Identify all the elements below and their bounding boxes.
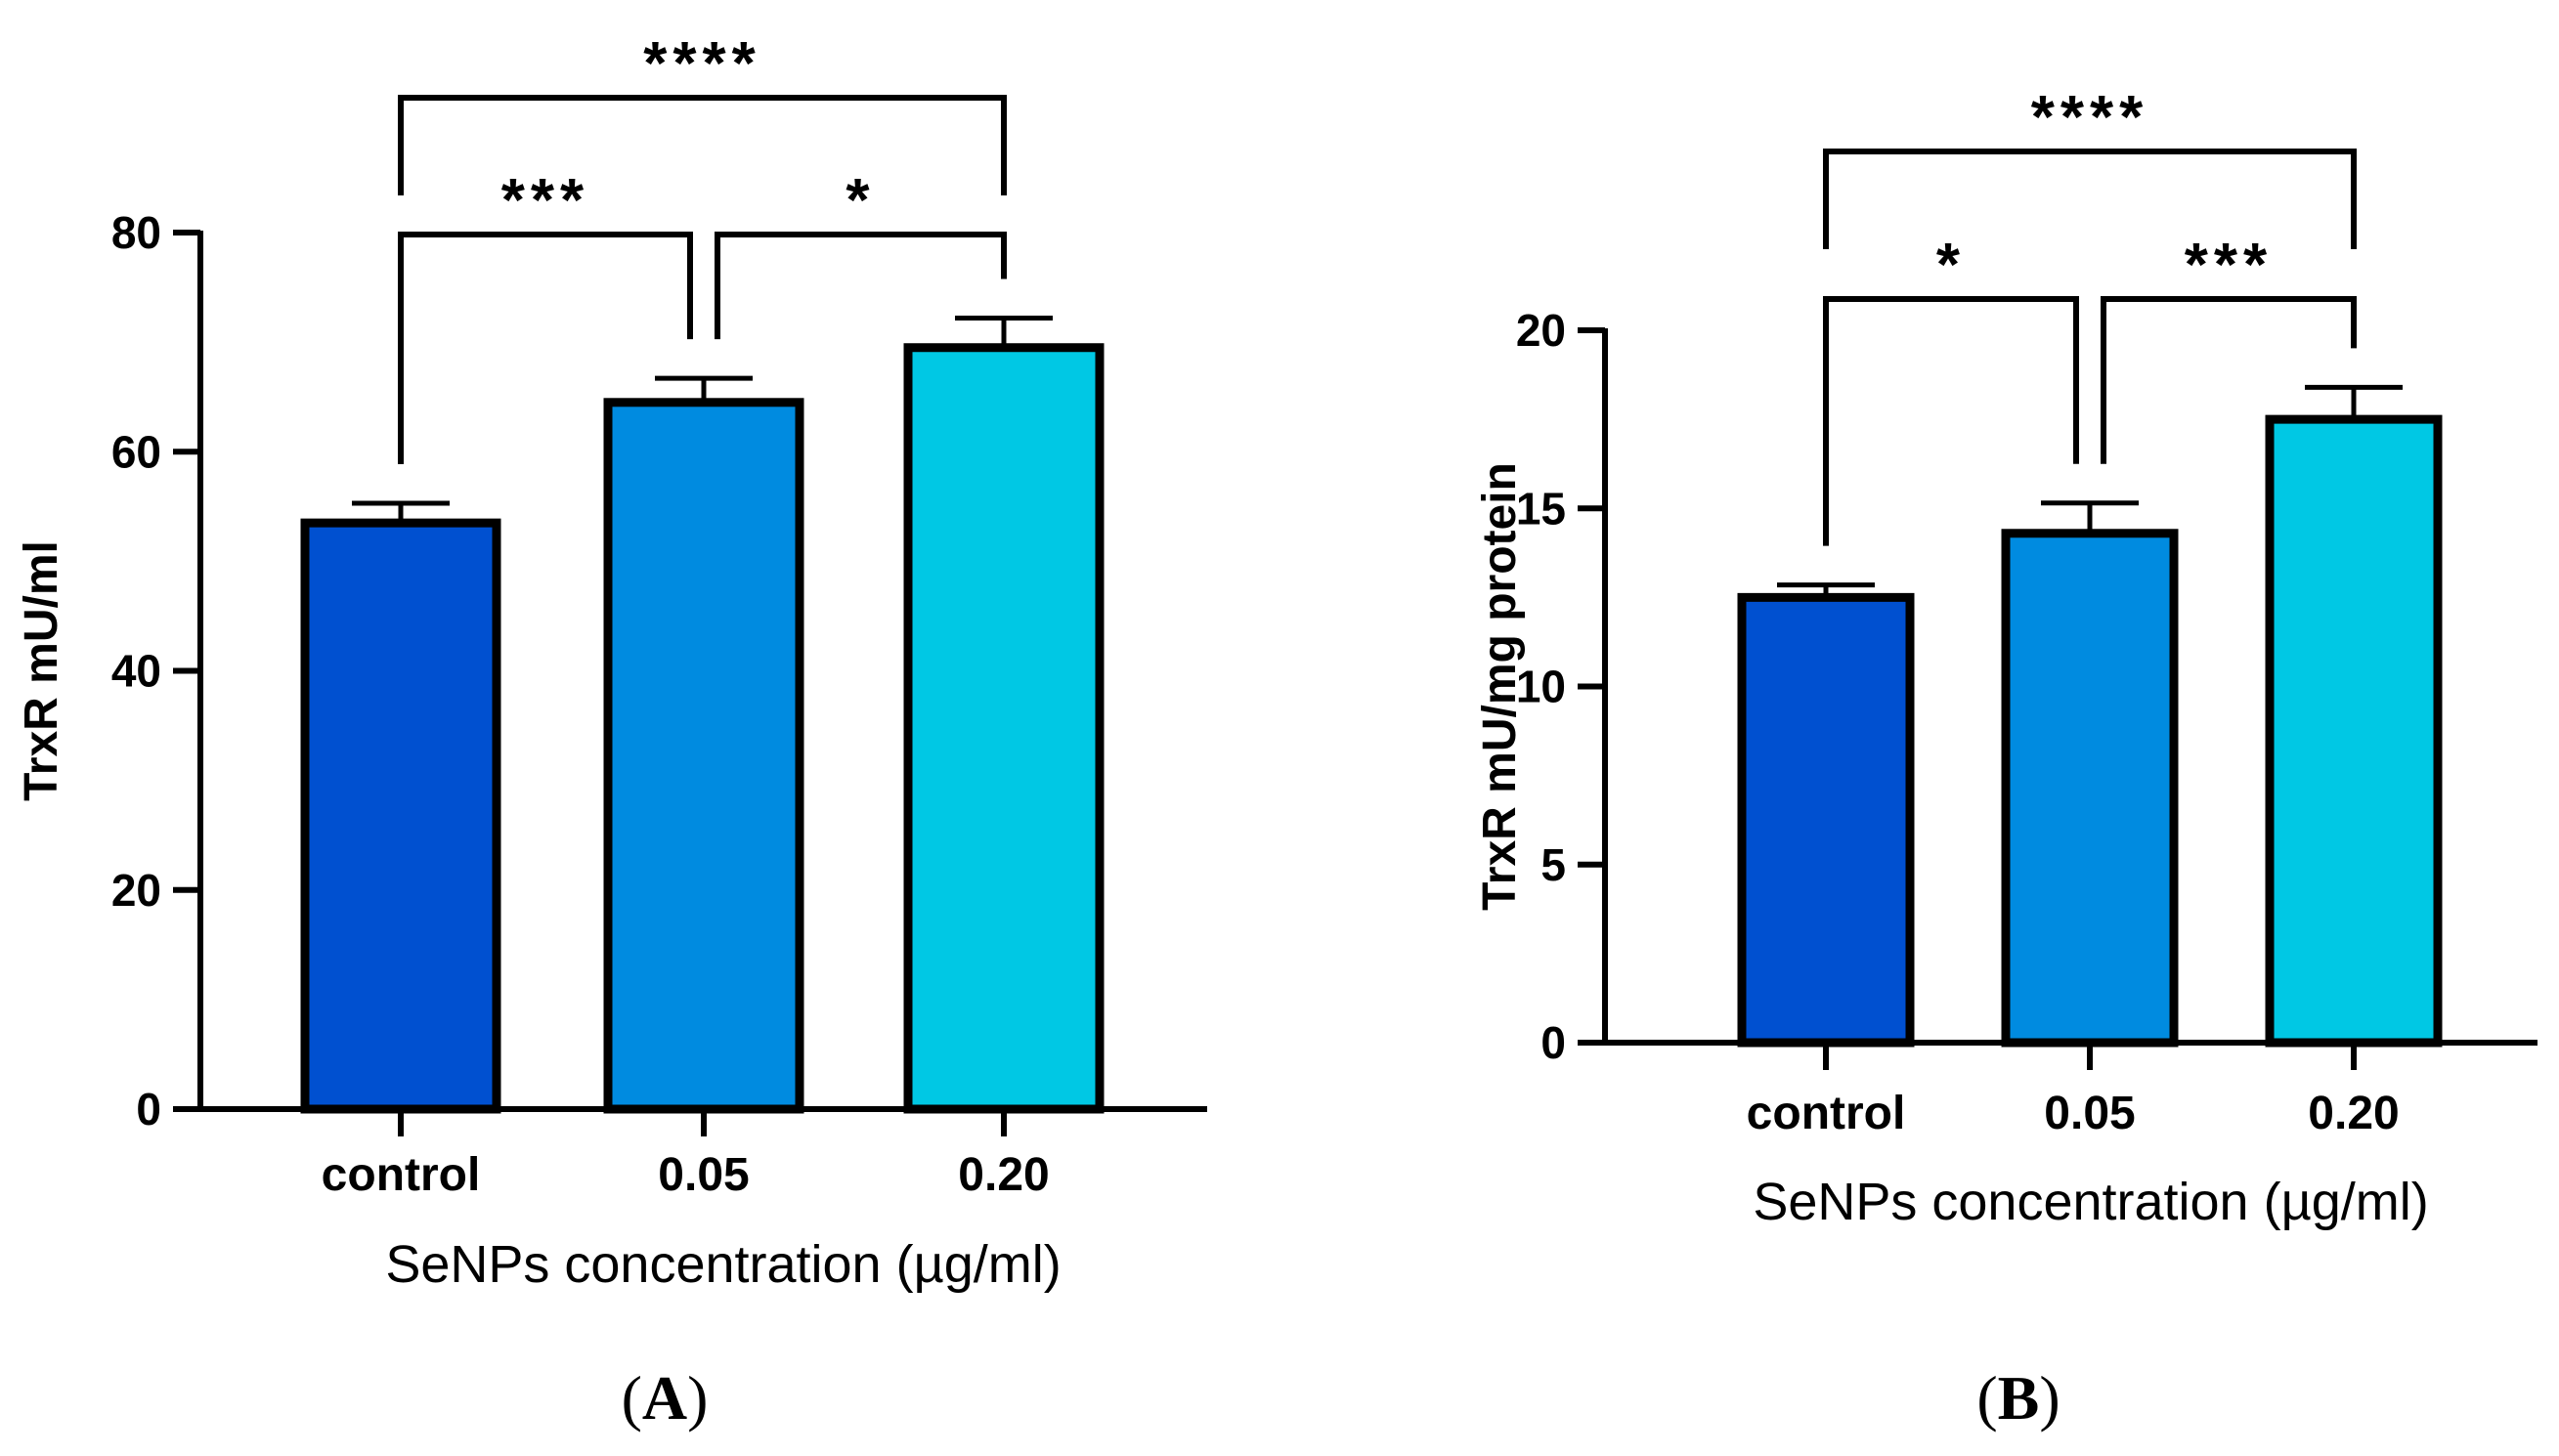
- panel-a-bar-2: [903, 343, 1105, 1114]
- panel-b-y-tick-label: 15: [1516, 483, 1566, 534]
- panel-a-chart: 0 20 40 60 80 control 0.05 0.20 SeNPs concentrat…: [16, 30, 1207, 1433]
- panel-a-significance-bracket: [398, 95, 1007, 195]
- panel-b-significance-bracket: [1823, 149, 2357, 249]
- panel-b-chart: 0 5 10 15 20 control 0.05 0.20 SeNPs concentrati…: [1474, 84, 2537, 1433]
- panel-a-significance-label: *: [846, 167, 875, 235]
- panel-b-y-tick-label: 20: [1516, 305, 1566, 356]
- panel-a-bar-1: [603, 398, 804, 1114]
- panel-b-bar-2: [2265, 414, 2443, 1048]
- panel-b-significance-label: ****: [2031, 84, 2149, 151]
- panel-b-y-axis-label: TrxR mU/mg protein: [1474, 462, 1526, 911]
- panel-a-y-tick-label: 20: [111, 865, 161, 916]
- panel-a-panel-label: (A): [622, 1363, 709, 1433]
- panel-b-category-label: 0.05: [2044, 1088, 2135, 1139]
- panel-a-bar-0: [300, 518, 501, 1114]
- panel-b-y-tick-label: 10: [1516, 662, 1566, 712]
- panel-a-y-axis-label: TrxR mU/ml: [16, 540, 67, 801]
- panel-a-y-tick-label: 0: [136, 1084, 161, 1135]
- panel-b-category-label: 0.20: [2308, 1088, 2399, 1139]
- panel-a-significance-label: ****: [643, 30, 761, 98]
- panel-b-bar-0: [1737, 592, 1915, 1048]
- panel-a-y-tick-label: 80: [111, 207, 161, 258]
- panel-a-y-tick-label: 40: [111, 646, 161, 697]
- panel-a-category-label: control: [322, 1149, 481, 1201]
- panel-a-category-label: 0.20: [958, 1149, 1049, 1201]
- panel-a-significance-label: ***: [501, 167, 589, 235]
- panel-a-x-axis-label: SeNPs concentration (µg/ml): [385, 1235, 1061, 1294]
- panel-b-y-tick-label: 0: [1540, 1017, 1566, 1068]
- panel-a-significance-bracket: [398, 232, 693, 464]
- panel-b-panel-label: (B): [1976, 1363, 2060, 1433]
- panel-a-y-tick-label: 60: [111, 426, 161, 477]
- panel-b-category-label: control: [1747, 1088, 1906, 1139]
- panel-b-significance-bracket: [2101, 296, 2357, 464]
- panel-b-y-tick-label: 5: [1540, 839, 1566, 890]
- panel-b-significance-label: *: [1936, 232, 1966, 299]
- panel-b-bar-1: [2001, 529, 2179, 1048]
- panel-b-significance-label: ***: [2185, 232, 2273, 299]
- panel-a-category-label: 0.05: [658, 1149, 749, 1201]
- panel-b-significance-bracket: [1823, 296, 2079, 546]
- panel-a-significance-bracket: [715, 232, 1007, 340]
- panel-b-x-axis-label: SeNPs concentration (µg/ml): [1753, 1173, 2428, 1231]
